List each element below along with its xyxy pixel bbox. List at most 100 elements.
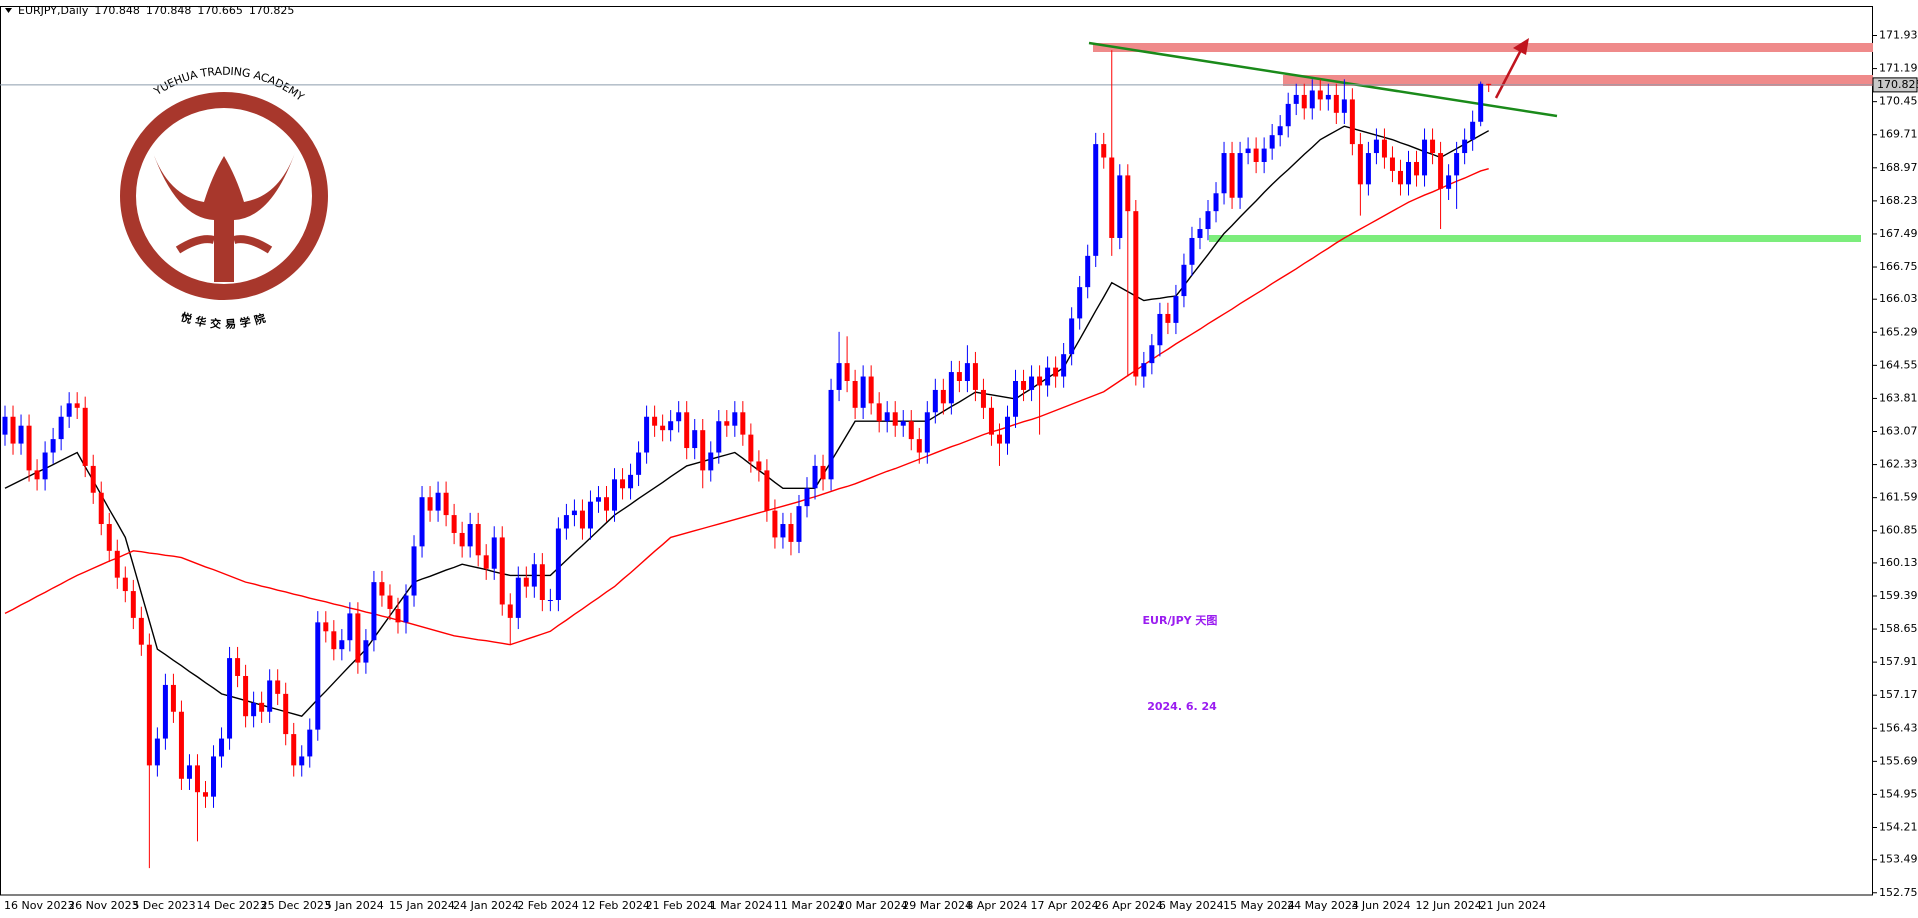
x-tick-label: 29 Mar 2024 [902,899,972,912]
candle-body [267,680,273,712]
candle-body [1005,416,1010,444]
candle-body [1173,296,1179,323]
candle-body [732,412,738,426]
candle-body [956,372,962,381]
y-tick-label: 171.190 [1879,62,1918,75]
support-zone [1209,235,1861,242]
candle-body [403,595,409,623]
y-tick-label: 166.750 [1879,260,1918,273]
candle-body [772,510,778,538]
x-tick-label: 5 Dec 2023 [132,899,195,912]
candle-body [90,465,96,493]
candle-body [812,465,818,489]
candle-body [146,644,152,766]
candle-body [884,412,890,422]
candle-body [595,497,601,502]
candle-body [1301,94,1307,109]
candle-body [1293,94,1299,104]
candle-body [1237,153,1243,198]
logo-mark [152,150,296,282]
candle-body [186,765,192,779]
candle-body [1349,99,1355,145]
x-tick-label: 14 Dec 2023 [196,899,266,912]
candle-body [130,591,136,618]
candle-body [1373,139,1379,154]
candle-body [355,613,361,663]
candle-body [740,412,746,435]
candle-body [459,532,465,547]
candle-body [1045,367,1051,386]
candle-body [395,608,401,623]
candle-body [154,738,160,766]
candle-body [628,474,634,489]
candle-body [1414,161,1420,176]
candle-body [1454,153,1460,176]
y-tick-label: 169.710 [1879,128,1918,141]
candle-body [1470,121,1476,140]
candle-body [1037,376,1043,386]
candle-body [604,497,609,511]
candle-body [996,434,1002,444]
x-tick-label: 16 Nov 2023 [4,899,74,912]
x-tick-label: 24 May 2024 [1287,899,1359,912]
candle-body [1261,148,1267,162]
candle-body [1181,264,1187,297]
x-tick-label: 5 Jan 2024 [325,899,384,912]
candle-body [820,465,826,480]
candle-body [18,425,24,444]
candle-body [579,510,585,529]
candle-body [74,403,80,408]
candle-body [539,564,545,601]
y-tick-label: 168.230 [1879,194,1918,207]
candle-body [26,425,32,471]
candle-body [1013,380,1019,417]
y-tick-label: 154.950 [1879,787,1918,800]
candle-body [1406,161,1411,185]
candle-body [162,684,168,739]
y-tick-label: 156.430 [1879,721,1918,734]
header-symbol: EURJPY,Daily [18,4,89,17]
candle-body [852,380,858,408]
x-tick-label: 12 Feb 2024 [581,899,649,912]
candle-body [1061,354,1067,377]
candle-body [1085,255,1091,288]
candle-body [547,600,553,602]
candle-body [972,363,978,390]
candle-body [756,461,762,471]
candle-body [138,617,144,645]
candle-body [940,389,946,404]
candle-body [764,470,770,511]
candle-body [451,515,457,533]
candle-body [275,680,281,694]
candle-body [419,497,425,547]
candle-body [178,711,184,779]
candle-body [1253,148,1259,162]
candle-body [684,412,690,449]
candle-body [1221,153,1227,194]
candle-body [10,416,16,444]
candle-body [1229,153,1235,198]
candle-body [467,524,473,547]
candle-body [1381,139,1387,158]
y-tick-label: 165.290 [1879,325,1918,338]
x-tick-label: 2 Feb 2024 [517,899,578,912]
y-tick-label: 163.810 [1879,391,1918,404]
candle-body [66,403,72,417]
candle-body [908,421,914,440]
logo-ring [120,92,328,300]
x-tick-label: 17 Apr 2024 [1031,899,1099,912]
y-tick-label: 155.690 [1879,754,1918,767]
candle-body [1069,318,1075,355]
y-tick-label: 159.390 [1879,589,1918,602]
candle-body [1205,211,1211,230]
candle-body [1422,139,1428,176]
candle-body [1077,287,1083,319]
candle-body [660,425,666,431]
candle-body [1389,157,1395,171]
y-tick-label: 160.850 [1879,524,1918,537]
candle-body [1189,237,1195,265]
plot-frame [0,6,1873,896]
candle-body [563,515,569,529]
x-tick-label: 21 Feb 2024 [646,899,714,912]
x-tick-label: 3 Jun 2024 [1351,899,1410,912]
